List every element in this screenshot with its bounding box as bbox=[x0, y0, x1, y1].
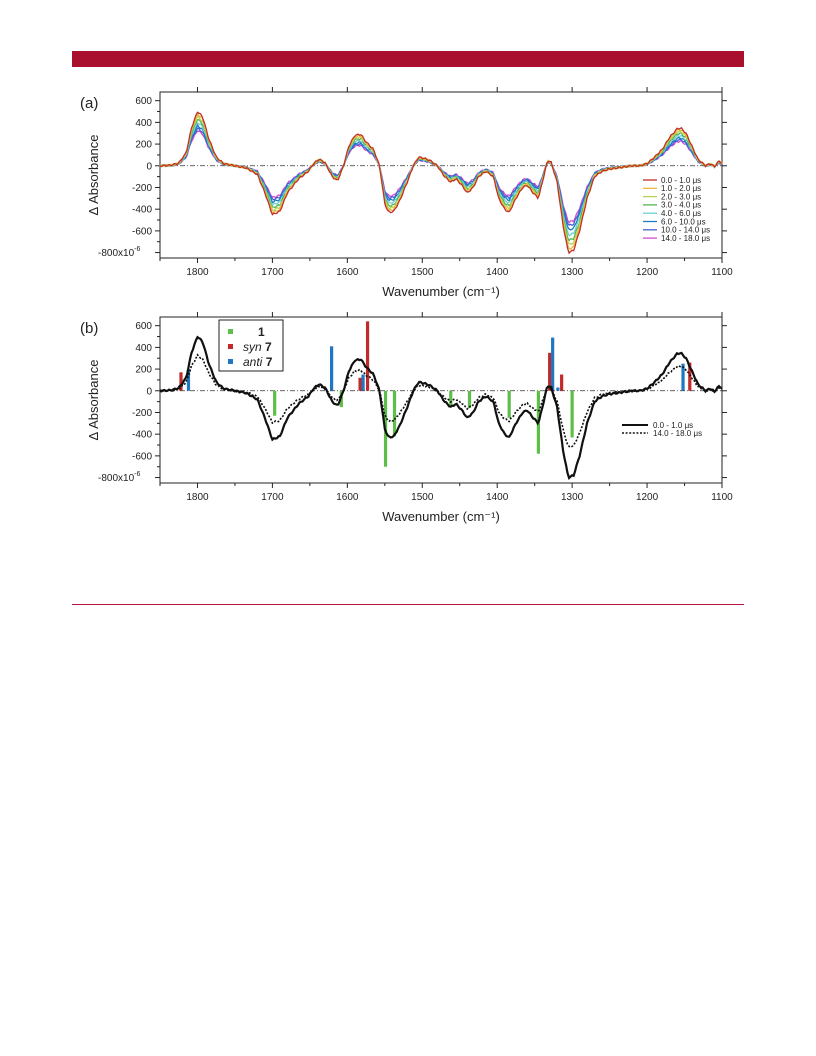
stick-legend-swatch bbox=[228, 329, 233, 334]
stick-legend-label-number: 1 bbox=[258, 325, 265, 339]
stick-bar bbox=[449, 390, 453, 406]
legend-label: 2.0 - 3.0 μs bbox=[661, 192, 701, 201]
stick-legend-swatch bbox=[228, 359, 233, 364]
stick-legend-label: 1 bbox=[258, 325, 265, 339]
y-tick-label: -400 bbox=[132, 205, 152, 216]
plot-frame bbox=[159, 316, 723, 484]
y-tick-label: -200 bbox=[132, 408, 152, 419]
legend-label: 4.0 - 6.0 μs bbox=[661, 209, 701, 218]
y-tick-label: 600 bbox=[135, 321, 152, 332]
stick-bar bbox=[688, 362, 692, 391]
y-tick-label: -600 bbox=[132, 451, 152, 462]
x-tick-label: 1800 bbox=[186, 492, 209, 503]
stick-bar bbox=[681, 363, 685, 391]
series-line bbox=[159, 353, 723, 449]
stick-legend-label-prefix: anti bbox=[243, 355, 263, 369]
y-tick-label: -400 bbox=[132, 430, 152, 441]
legend-label: 0.0 - 1.0 μs bbox=[653, 421, 693, 430]
y-tick-exponent: -6 bbox=[134, 246, 140, 253]
y-tick-label: 600 bbox=[135, 96, 152, 107]
plot-frame bbox=[159, 91, 723, 259]
x-tick-label: 1600 bbox=[336, 492, 359, 503]
y-tick-exponent: -6 bbox=[134, 471, 140, 478]
x-tick-label: 1300 bbox=[561, 492, 584, 503]
series-line bbox=[159, 119, 723, 242]
x-tick-label: 1500 bbox=[411, 492, 434, 503]
stick-bar bbox=[548, 352, 552, 391]
y-axis-label: Δ Absorbance bbox=[86, 135, 101, 216]
series-line bbox=[159, 130, 723, 224]
stick-legend-swatch bbox=[228, 344, 233, 349]
series-line bbox=[159, 123, 723, 231]
stick-bar bbox=[570, 390, 574, 438]
series-line bbox=[159, 111, 723, 250]
x-tick-label: 1100 bbox=[711, 267, 733, 278]
legend-label: 0.0 - 1.0 μs bbox=[661, 176, 701, 185]
stick-bar bbox=[560, 374, 564, 391]
y-tick-label: 200 bbox=[135, 365, 152, 376]
stick-bar bbox=[329, 346, 334, 391]
legend-label: 14.0 - 18.0 μs bbox=[661, 234, 710, 243]
panel-a-chart: 1800 1700 1600 1500 1400 1300 1200 1100 600 400 20… bbox=[80, 87, 733, 299]
y-tick-label: -200 bbox=[132, 183, 152, 194]
x-tick-label: 1300 bbox=[561, 267, 584, 278]
y-tick-label: 400 bbox=[135, 343, 152, 354]
series-line bbox=[159, 121, 723, 237]
y-axis-label: Δ Absorbance bbox=[86, 360, 101, 441]
y-tick-label: 400 bbox=[135, 118, 152, 129]
legend-label: 1.0 - 2.0 μs bbox=[661, 184, 701, 193]
y-tick-label: -800x10-6 bbox=[98, 246, 140, 259]
legend-label: 14.0 - 18.0 μs bbox=[653, 429, 702, 438]
stick-bar bbox=[551, 337, 555, 391]
x-axis-label: Wavenumber (cm⁻¹) bbox=[382, 509, 500, 524]
stick-bar bbox=[179, 372, 183, 391]
legend-label: 3.0 - 4.0 μs bbox=[661, 201, 701, 210]
stick-legend-label: syn 7 bbox=[243, 340, 272, 354]
x-tick-label: 1200 bbox=[636, 267, 659, 278]
y-tick-label: 200 bbox=[135, 140, 152, 151]
x-tick-label: 1100 bbox=[711, 492, 733, 503]
x-tick-label: 1400 bbox=[486, 492, 509, 503]
stick-legend-label: anti 7 bbox=[243, 355, 273, 369]
stick-legend-label-number: 7 bbox=[266, 355, 273, 369]
panel-label: (a) bbox=[80, 95, 98, 112]
stick-bar bbox=[392, 390, 397, 437]
x-tick-label: 1200 bbox=[636, 492, 659, 503]
header-bar bbox=[72, 51, 744, 67]
stick-bar bbox=[507, 390, 511, 418]
x-tick-label: 1400 bbox=[486, 267, 509, 278]
legend-label: 10.0 - 14.0 μs bbox=[661, 226, 710, 235]
stick-bar bbox=[467, 390, 472, 409]
x-tick-label: 1800 bbox=[186, 267, 209, 278]
y-tick-label: -600 bbox=[132, 226, 152, 237]
x-tick-label: 1700 bbox=[261, 492, 284, 503]
x-tick-label: 1700 bbox=[261, 267, 284, 278]
y-tick-label: -800x10-6 bbox=[98, 471, 140, 484]
footer-rule bbox=[72, 604, 744, 605]
stick-bar bbox=[361, 374, 365, 391]
x-axis-label: Wavenumber (cm⁻¹) bbox=[382, 284, 500, 299]
stick-bar bbox=[358, 377, 362, 391]
x-tick-label: 1500 bbox=[411, 267, 434, 278]
legend-label: 6.0 - 10.0 μs bbox=[661, 217, 706, 226]
series-line bbox=[159, 127, 723, 227]
x-tick-label: 1600 bbox=[336, 267, 359, 278]
stick-legend-label-prefix: syn bbox=[243, 340, 262, 354]
stick-bar bbox=[365, 321, 370, 391]
stick-bar bbox=[556, 387, 560, 391]
panel-label: (b) bbox=[80, 320, 98, 337]
y-tick-label: 0 bbox=[146, 161, 152, 172]
series-line bbox=[159, 114, 723, 245]
panel-b-chart: 1800 1700 1600 1500 1400 1300 1200 1100 600 400 20… bbox=[80, 312, 733, 524]
y-tick-label: 0 bbox=[146, 386, 152, 397]
series-line bbox=[159, 111, 723, 255]
stick-legend-label-number: 7 bbox=[265, 340, 272, 354]
stick-bar bbox=[186, 369, 191, 391]
stick-bar bbox=[273, 390, 277, 416]
